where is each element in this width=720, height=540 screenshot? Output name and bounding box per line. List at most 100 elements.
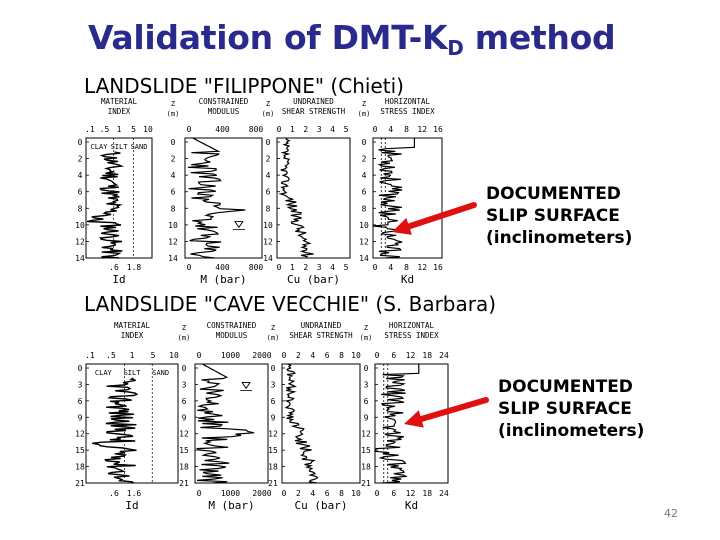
panel-title-text: MATERIAL xyxy=(114,321,151,330)
depth-tick-label: 8 xyxy=(266,204,271,213)
depth-tick-label: 6 xyxy=(271,397,276,406)
axis-label: Kd xyxy=(401,273,414,286)
soil-type-label: SAND xyxy=(152,369,169,377)
water-table-marker xyxy=(241,381,251,390)
cu-top-tick: 1 xyxy=(290,125,295,134)
z-label: (m) xyxy=(358,110,371,118)
panel-title-text: UNDRAINED xyxy=(301,321,342,330)
m-top-tick: 400 xyxy=(215,125,230,134)
depth-tick-label: 0 xyxy=(171,138,176,147)
kd-top-tick: 4 xyxy=(388,125,393,134)
depth-tick-label: 14 xyxy=(168,254,178,263)
depth-tick-label: 12 xyxy=(268,430,278,439)
cu-top-tick: 2 xyxy=(296,351,301,360)
z-label: Z xyxy=(271,324,275,332)
arrow-head xyxy=(404,410,424,428)
annotation-line: SLIP SURFACE xyxy=(498,399,632,419)
depth-tick-label: 14 xyxy=(263,254,273,263)
depth-tick-label: 12 xyxy=(359,237,369,246)
cu-bottom-tick: 4 xyxy=(330,263,335,272)
soil-type-label: SAND xyxy=(131,143,148,151)
cu-top-tick: 0 xyxy=(277,125,282,134)
id-profile xyxy=(86,151,125,259)
arrow-head xyxy=(392,217,412,235)
z-label: Z xyxy=(362,100,366,108)
cu-top-tick: 3 xyxy=(317,125,322,134)
m-top-tick: 1000 xyxy=(221,351,240,360)
panel-title-text: STRESS INDEX xyxy=(384,331,439,340)
depth-tick-label: 8 xyxy=(171,204,176,213)
kd-bottom-tick: 6 xyxy=(391,489,396,498)
m-top-tick: 0 xyxy=(197,351,202,360)
cu-top-tick: 0 xyxy=(282,351,287,360)
m-bottom-tick: 1000 xyxy=(221,489,240,498)
plot-panel-cu xyxy=(281,363,361,484)
cu-bottom-tick: 0 xyxy=(282,489,287,498)
depth-tick-label: 3 xyxy=(182,380,187,389)
slip-surface-arrow-2 xyxy=(404,397,489,428)
depth-tick-label: 4 xyxy=(266,171,271,180)
cu-bottom-tick: 6 xyxy=(325,489,330,498)
kd-top-tick: 8 xyxy=(404,125,409,134)
depth-tick-label: 3 xyxy=(364,380,369,389)
id-profile xyxy=(92,377,139,484)
z-label: (m) xyxy=(167,110,180,118)
id-bottom-tick: .6 xyxy=(109,489,119,498)
soil-type-label: CLAY xyxy=(95,369,113,377)
depth-tick-label: 12 xyxy=(75,430,85,439)
depth-tick-label: 12 xyxy=(168,237,178,246)
depth-tick-label: 6 xyxy=(362,188,367,197)
panel-title-text: MODULUS xyxy=(216,331,248,340)
depth-tick-label: 0 xyxy=(78,364,83,373)
depth-tick-label: 10 xyxy=(359,221,369,230)
annotation-line: SLIP SURFACE xyxy=(486,206,620,226)
arrow-shaft xyxy=(418,397,489,422)
depth-tick-label: 15 xyxy=(179,446,189,455)
cu-bottom-tick: 5 xyxy=(344,263,349,272)
depth-tick-label: 21 xyxy=(179,479,189,488)
depth-tick-label: 0 xyxy=(271,364,276,373)
depth-tick-label: 0 xyxy=(266,138,271,147)
id-top-tick: 5 xyxy=(151,351,156,360)
cu-profile xyxy=(278,137,314,259)
cu-bottom-tick: 4 xyxy=(310,489,315,498)
id-top-tick: 5 xyxy=(131,125,136,134)
panel-title-text: SHEAR STRENGTH xyxy=(289,331,353,340)
soil-type-label: SILT xyxy=(111,143,129,151)
depth-tick-label: 14 xyxy=(75,254,85,263)
cu-bottom-tick: 2 xyxy=(303,263,308,272)
plot-panel-m xyxy=(184,137,263,259)
depth-tick-label: 6 xyxy=(266,188,271,197)
depth-tick-label: 0 xyxy=(78,138,83,147)
cu-top-tick: 4 xyxy=(310,351,315,360)
plot-panel-id xyxy=(85,363,179,484)
annotation-line: (inclinometers) xyxy=(486,228,633,248)
annotation-line: DOCUMENTED xyxy=(486,184,621,204)
depth-tick-label: 6 xyxy=(78,397,83,406)
kd-bottom-tick: 0 xyxy=(373,263,378,272)
slip-surface-annotation-2: DOCUMENTED SLIP SURFACE (inclinometers) xyxy=(498,376,644,442)
axis-label: Cu (bar) xyxy=(295,499,348,512)
depth-tick-label: 10 xyxy=(75,221,85,230)
z-label: Z xyxy=(364,324,368,332)
depth-tick-label: 3 xyxy=(271,380,276,389)
z-label: Z xyxy=(171,100,175,108)
cu-bottom-tick: 3 xyxy=(317,263,322,272)
m-bottom-tick: 2000 xyxy=(252,489,271,498)
id-top-tick: 10 xyxy=(143,125,153,134)
panel-title-text: INDEX xyxy=(108,107,131,116)
id-bottom-tick: 1.6 xyxy=(127,489,142,498)
cu-bottom-tick: 0 xyxy=(277,263,282,272)
water-table-marker xyxy=(234,220,244,229)
axis-label: Cu (bar) xyxy=(287,273,340,286)
cu-top-tick: 5 xyxy=(344,125,349,134)
kd-bottom-tick: 0 xyxy=(375,489,380,498)
panel-title-text: SHEAR STRENGTH xyxy=(282,107,346,116)
id-top-tick: 1 xyxy=(130,351,135,360)
m-top-tick: 0 xyxy=(187,125,192,134)
depth-tick-label: 6 xyxy=(171,188,176,197)
id-top-tick: .5 xyxy=(106,351,116,360)
axis-label: M (bar) xyxy=(200,273,246,286)
